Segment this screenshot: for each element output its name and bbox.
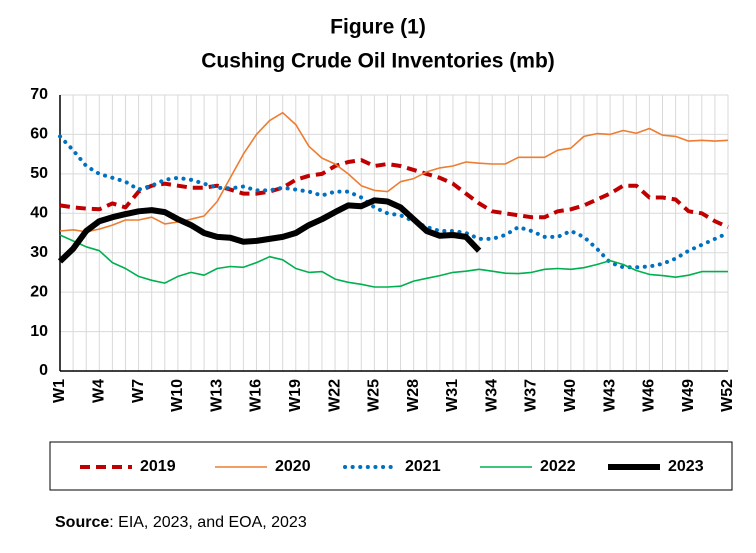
series-line [58, 134, 730, 270]
series-line [59, 158, 729, 229]
x-tick-label: W52 [719, 379, 736, 412]
legend-box [49, 441, 733, 491]
x-tick-label: W46 [641, 379, 658, 412]
chart-subtitle: Cushing Crude Oil Inventories (mb) [201, 50, 555, 73]
x-tick-label: W4 [91, 379, 108, 403]
y-tick-label: 60 [30, 126, 48, 143]
x-tick-label: W31 [444, 379, 461, 412]
x-tick-label: W34 [483, 379, 500, 412]
x-tick-label: W1 [51, 379, 68, 403]
y-tick-label: 10 [30, 323, 48, 340]
x-tick-label: W16 [248, 379, 265, 412]
x-tick-label: W43 [601, 379, 618, 412]
x-tick-label: W22 [326, 379, 343, 412]
y-tick-label: 40 [30, 205, 48, 222]
y-tick-label: 70 [30, 86, 48, 103]
series-line [57, 197, 482, 264]
series-line [59, 111, 729, 233]
x-tick-label: W13 [208, 379, 225, 412]
legend-label: 2023 [668, 458, 704, 475]
x-tick-label: W40 [562, 379, 579, 412]
x-tick-label: W37 [523, 379, 540, 412]
x-tick-label: W7 [130, 379, 147, 403]
x-tick-label: W49 [680, 379, 697, 412]
legend-label: 2022 [540, 458, 576, 475]
x-tick-label: W28 [405, 379, 422, 412]
chart-title: Figure (1) [330, 16, 426, 39]
series-line [59, 234, 728, 288]
y-tick-label: 20 [30, 283, 48, 300]
legend-label: 2019 [140, 458, 176, 475]
legend-label: 2021 [405, 458, 441, 475]
x-tick-label: W10 [169, 379, 186, 412]
source-text: : EIA, 2023, and EOA, 2023 [109, 514, 307, 531]
legend-label: 2020 [275, 458, 311, 475]
y-tick-label: 50 [30, 165, 48, 182]
x-tick-label: W19 [287, 379, 304, 412]
y-tick-label: 30 [30, 244, 48, 261]
source: Source: EIA, 2023, and EOA, 2023 [55, 514, 307, 531]
y-tick-label: 0 [39, 362, 48, 379]
x-tick-label: W25 [366, 379, 383, 412]
source-label: Source [55, 514, 109, 531]
